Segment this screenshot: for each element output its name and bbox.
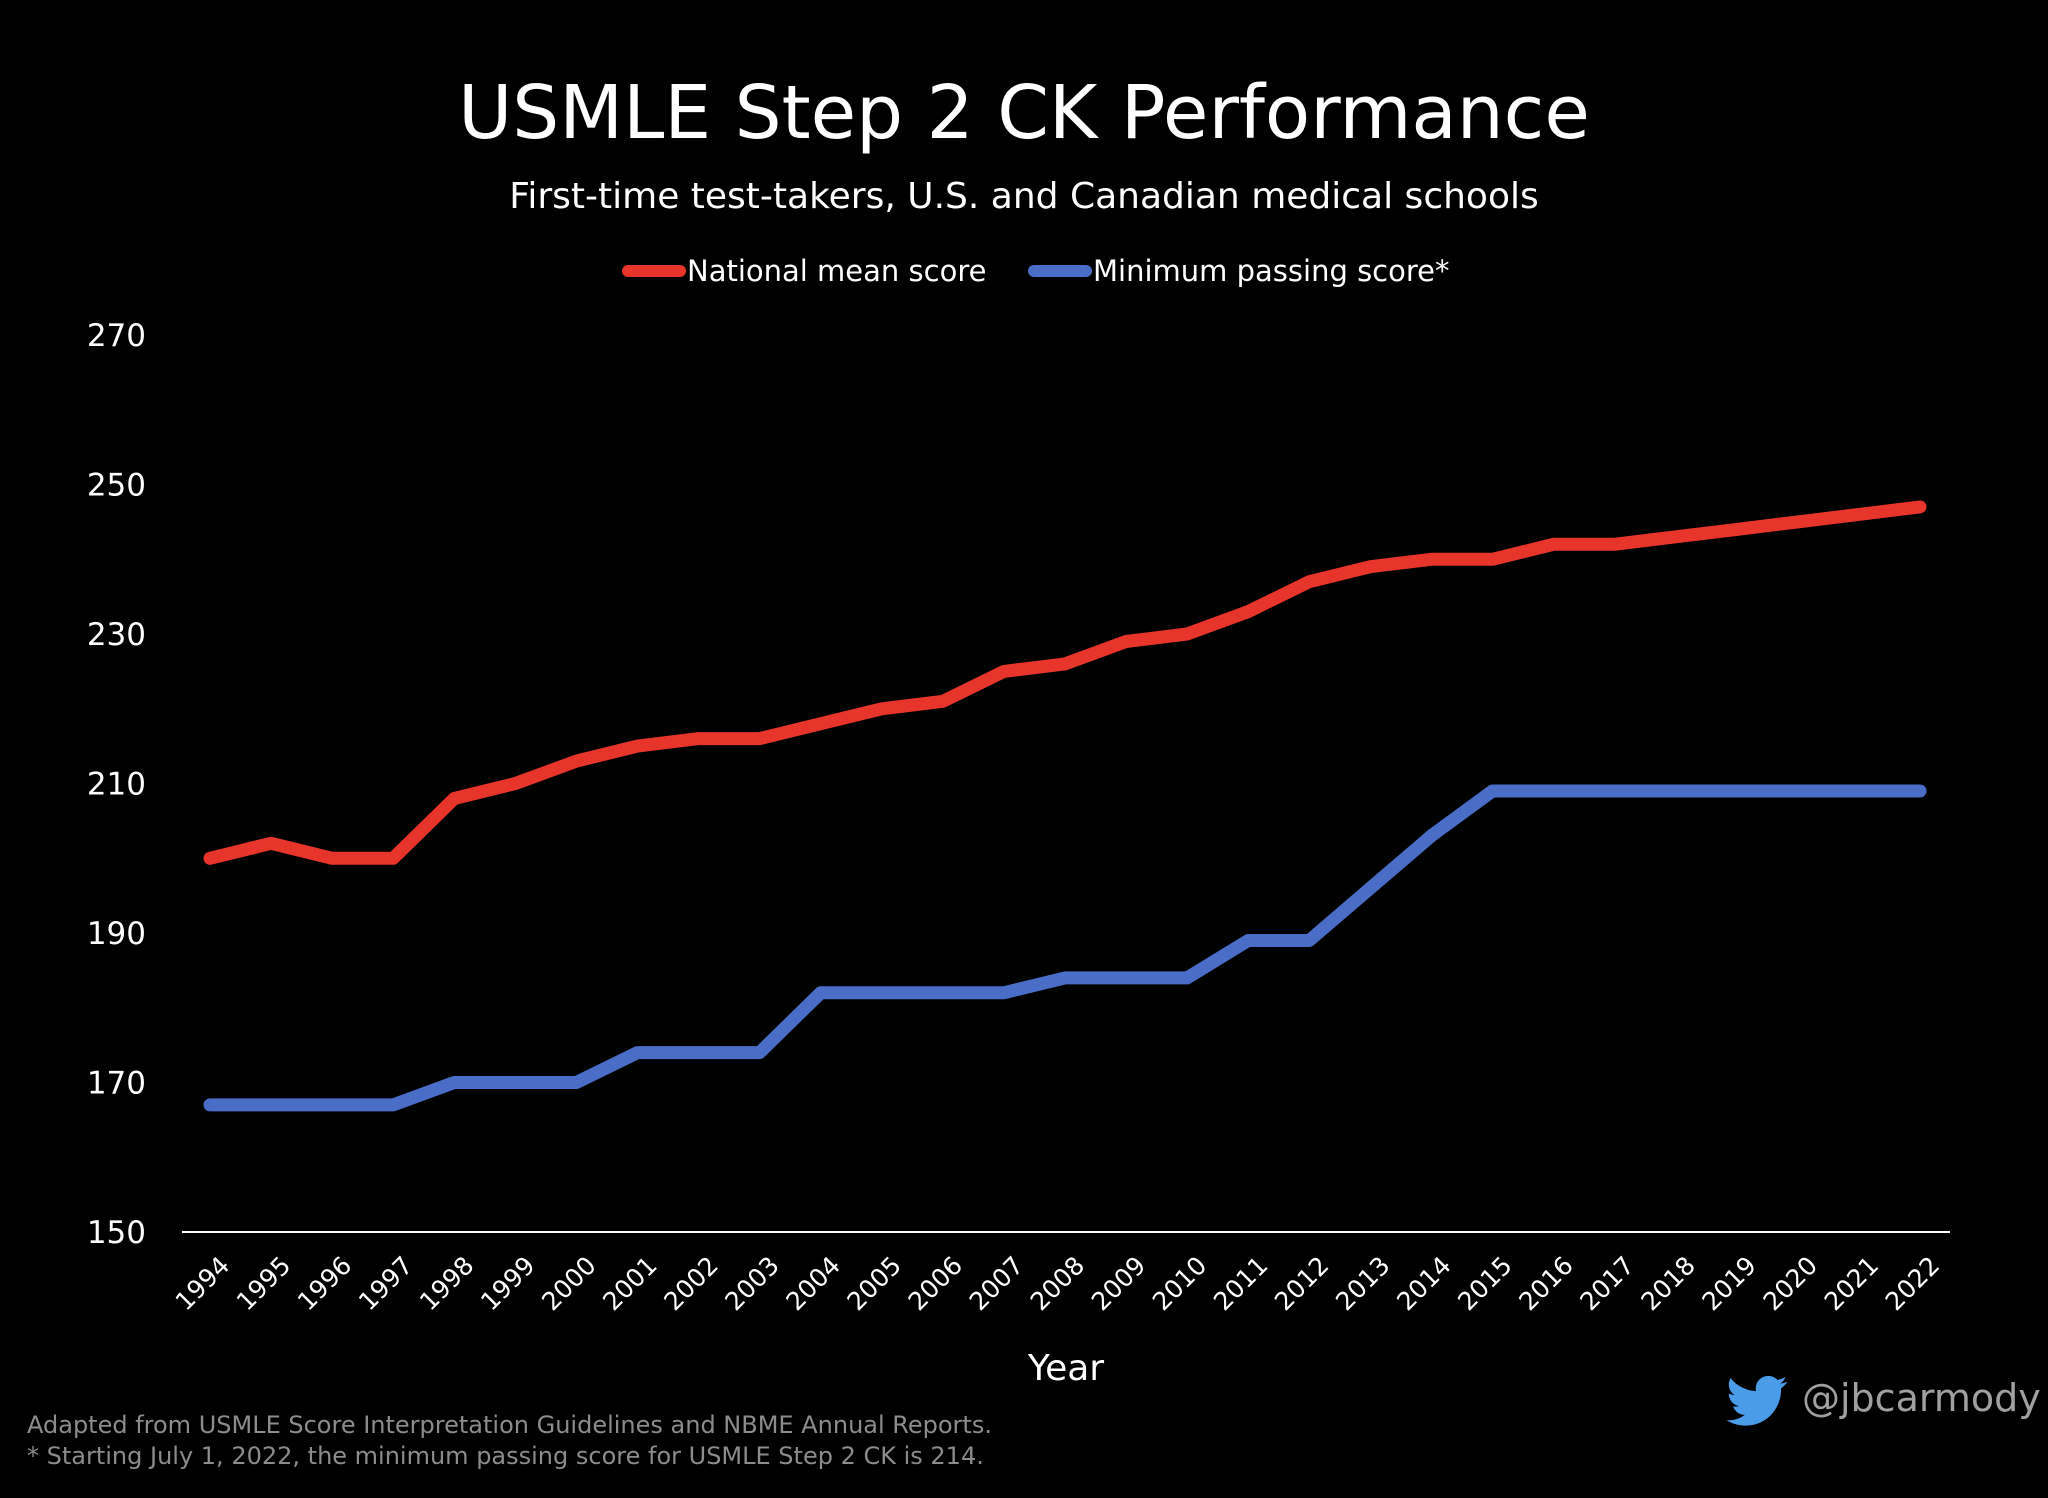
passing-score-note: * Starting July 1, 2022, the minimum pas… [27,1442,984,1470]
y-tick-label: 270 [87,318,146,354]
y-tick-label: 210 [87,767,146,803]
y-tick-label: 150 [87,1215,146,1251]
legend: National mean score Minimum passing scor… [622,254,1450,288]
series-line-national-mean [203,500,1927,865]
y-axis: 150 170 190 210 230 250 270 [87,318,146,1251]
y-tick-label: 190 [87,916,146,952]
legend-label-minimum-passing: Minimum passing score* [1093,254,1450,288]
chart-subtitle: First-time test-takers, U.S. and Canadia… [509,176,1538,217]
y-tick-label: 250 [87,468,146,504]
chart-title: USMLE Step 2 CK Performance [458,70,1590,156]
y-tick-label: 230 [87,617,146,653]
source-note: Adapted from USMLE Score Interpretation … [27,1411,992,1439]
legend-label-national-mean: National mean score [687,254,986,288]
series-line-minimum-passing [203,784,1927,1112]
series-layer [203,500,1927,1112]
twitter-handle: @jbcarmody [1802,1376,2041,1420]
y-tick-label: 170 [87,1066,146,1102]
x-axis-label: Year [1027,1348,1104,1389]
twitter-bird-icon [1726,1375,1788,1426]
